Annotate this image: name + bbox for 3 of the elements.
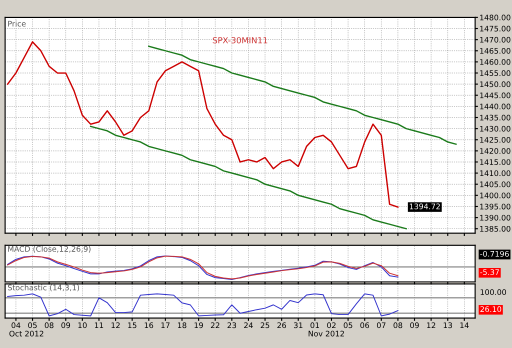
annotation: SPX-30MIN11 <box>212 37 268 44</box>
line-series <box>90 126 407 230</box>
line-series <box>148 46 457 145</box>
